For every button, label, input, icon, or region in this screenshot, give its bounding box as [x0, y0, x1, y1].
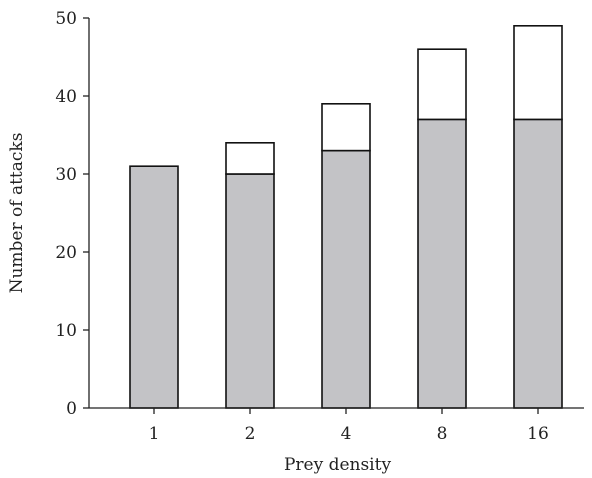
x-axis-label: Prey density [284, 455, 392, 475]
bar-segment-lower [513, 118, 563, 409]
x-axis-ticks: 1 2 4 8 16 [149, 408, 549, 444]
y-axis-label: Number of attacks [7, 133, 27, 294]
y-tick-label: 10 [55, 321, 77, 341]
y-axis-ticks: 0 10 20 30 40 50 [55, 9, 89, 419]
x-tick-label: 2 [245, 424, 256, 444]
bar-segment-upper [513, 24, 563, 121]
x-tick-label: 16 [527, 424, 549, 444]
y-tick-label: 0 [66, 399, 77, 419]
bar-segment-upper [225, 142, 275, 175]
bar-segment-lower [225, 173, 275, 409]
y-tick-label: 50 [55, 9, 77, 29]
bar-segment-lower [129, 165, 179, 409]
y-tick-label: 40 [55, 87, 77, 107]
bar-segment-upper [417, 48, 467, 121]
bar-segment-lower [417, 118, 467, 409]
bars [129, 24, 563, 409]
bar-segment-upper [321, 103, 371, 152]
y-tick-label: 20 [55, 243, 77, 263]
x-tick-label: 8 [437, 424, 448, 444]
y-tick-label: 30 [55, 165, 77, 185]
x-tick-label: 1 [149, 424, 160, 444]
x-tick-label: 4 [341, 424, 352, 444]
bar-segment-lower [321, 149, 371, 409]
